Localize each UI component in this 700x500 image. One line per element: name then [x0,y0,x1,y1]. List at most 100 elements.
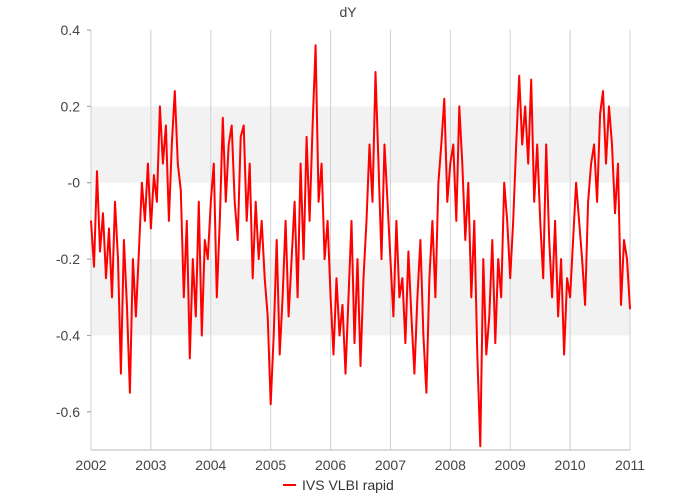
data-point [362,277,365,279]
data-point [470,296,473,299]
data-point [515,143,518,146]
data-point [293,201,296,203]
x-tick-label: 2003 [135,457,166,473]
data-point [126,304,128,306]
data-point [230,124,233,127]
data-point [602,90,604,92]
data-point [500,296,503,299]
data-point [548,239,550,241]
data-point [147,162,149,165]
data-point [335,277,338,279]
data-point [461,162,464,165]
data-point [629,307,631,310]
data-point [174,90,176,92]
data-point [302,258,305,260]
data-point [132,258,134,260]
data-point [171,143,173,146]
data-point [551,296,553,299]
data-point [203,239,206,241]
data-point [290,258,293,260]
data-point [198,201,200,203]
data-point [623,239,625,241]
data-point [554,220,556,222]
data-point [284,220,287,222]
data-point [440,143,443,146]
data-point [159,105,161,108]
y-tick-label: -0.2 [56,251,80,267]
legend[interactable]: IVS VLBI rapid [283,477,394,493]
data-series [90,44,631,448]
data-point [389,258,392,260]
data-point [275,239,278,241]
shaded-bands [91,106,630,336]
data-point [299,162,302,165]
data-point [488,315,491,318]
data-point [458,105,461,108]
data-point [410,315,413,318]
data-point [419,239,422,241]
data-point [186,220,188,222]
data-point [120,372,122,375]
data-point [404,342,407,344]
data-point [341,304,344,306]
data-point [227,143,230,146]
data-point [350,220,353,222]
data-point [542,277,544,279]
data-point [99,250,101,253]
data-point [129,391,131,394]
data-point [566,277,568,279]
y-tick-label: -0.6 [56,404,80,420]
data-point [150,227,152,230]
data-point [257,258,260,260]
y-axis-ticks: 0.4 0.2 -0 -0.2 -0.4 -0.6 [56,22,91,420]
data-point [239,136,242,138]
data-point [353,342,356,344]
data-point [105,277,107,279]
data-point [530,78,532,81]
data-point [473,220,476,222]
data-point [494,342,497,344]
data-point [587,201,589,203]
data-point [434,296,437,299]
x-tick-label: 2006 [315,457,346,473]
data-point [449,162,452,165]
data-point [485,353,488,356]
data-point [611,143,613,146]
data-point [317,201,320,203]
data-point [296,296,299,299]
data-point [320,162,323,165]
data-point [144,220,146,222]
data-point [617,162,619,165]
data-point [569,296,571,299]
data-point [524,105,526,108]
data-point [464,239,467,241]
data-point [162,162,164,165]
data-point [497,258,500,260]
data-point [308,220,311,222]
data-point [560,258,562,260]
data-point [233,201,236,203]
data-point [545,143,547,146]
data-point [380,258,383,260]
data-point [479,445,482,447]
data-point [314,44,317,47]
data-point [266,315,269,318]
data-point [123,239,125,241]
data-point [200,334,203,337]
data-point [626,258,628,260]
data-point [467,181,470,184]
data-point [365,220,368,222]
data-point [177,162,179,165]
data-point [260,220,263,222]
data-point [114,201,116,203]
data-point [108,227,110,230]
data-point [392,315,395,318]
data-point [599,113,601,115]
data-point [311,124,314,127]
data-point [269,403,272,405]
data-point [614,212,616,215]
data-point [446,201,449,203]
data-point [401,277,404,279]
data-point [209,201,212,203]
data-point [368,143,371,146]
